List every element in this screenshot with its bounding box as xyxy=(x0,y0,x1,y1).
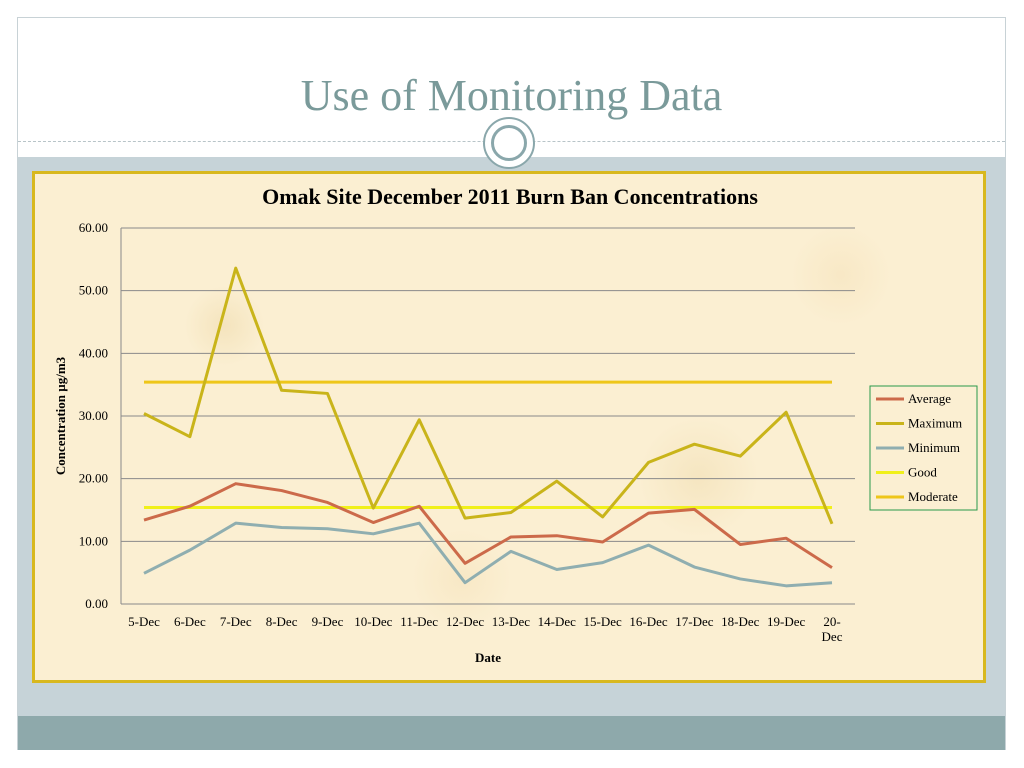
slide-title: Use of Monitoring Data xyxy=(300,71,723,120)
circle-ornament-icon xyxy=(483,117,535,169)
chart-container xyxy=(32,171,986,683)
footer-band xyxy=(18,716,1005,750)
